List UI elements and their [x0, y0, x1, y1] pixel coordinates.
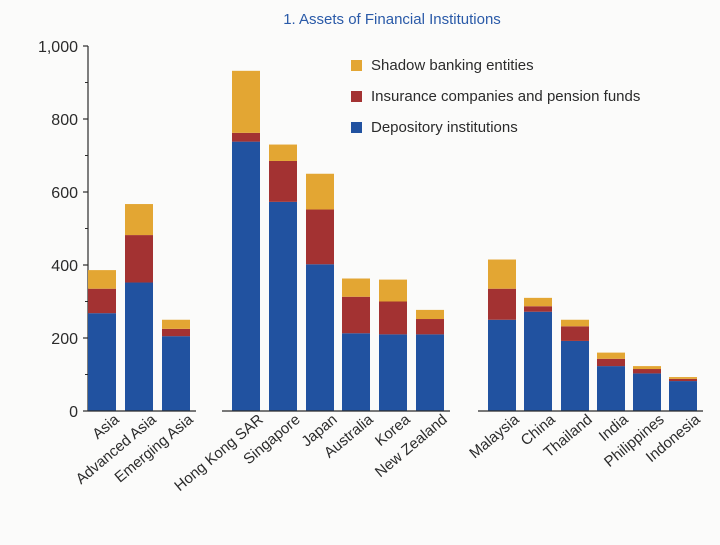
bar-segment: [669, 377, 697, 379]
x-tick-label: Malaysia: [466, 411, 523, 462]
bar-segment: [162, 336, 190, 411]
bar-segment: [269, 160, 297, 202]
bar-segment: [125, 235, 153, 283]
bar-segment: [232, 132, 260, 142]
bar-segment: [416, 319, 444, 335]
legend-label: Depository institutions: [371, 119, 518, 136]
bar-segment: [306, 264, 334, 411]
bar-segment: [561, 319, 589, 327]
bar-segment: [379, 279, 407, 302]
bar-segment: [488, 319, 516, 411]
bar-segment: [524, 297, 552, 307]
bar-segment: [342, 333, 370, 411]
bar-segment: [162, 319, 190, 329]
bar-segment: [669, 378, 697, 382]
bar-segment: [488, 259, 516, 289]
y-tick-label: 0: [69, 404, 78, 421]
y-tick-label: 400: [51, 258, 78, 275]
bar-segment: [306, 173, 334, 210]
bar-segment: [342, 278, 370, 297]
legend-label: Shadow banking entities: [371, 57, 534, 74]
bar-segment: [633, 373, 661, 411]
y-axis: 0 200 400 600 800 1,000: [38, 39, 89, 421]
legend-swatch: [351, 91, 362, 102]
bar-segment: [561, 326, 589, 341]
y-tick-label: 800: [51, 112, 78, 129]
legend-swatch: [351, 60, 362, 71]
bar-segment: [162, 328, 190, 337]
bar-segment: [597, 366, 625, 411]
legend: Shadow banking entities Insurance compani…: [351, 57, 640, 136]
bar-segment: [379, 334, 407, 411]
legend-label: Insurance companies and pension funds: [371, 88, 640, 105]
legend-swatch: [351, 122, 362, 133]
bars: [88, 70, 697, 411]
bar-segment: [416, 309, 444, 320]
bar-segment: [269, 144, 297, 161]
bar-segment: [524, 306, 552, 312]
bar-segment: [633, 366, 661, 370]
bar-segment: [125, 204, 153, 236]
y-tick-label: 200: [51, 331, 78, 348]
bar-segment: [597, 352, 625, 359]
bar-segment: [232, 141, 260, 411]
bar-segment: [597, 358, 625, 367]
bar-segment: [232, 70, 260, 133]
y-tick-label: 1,000: [38, 39, 78, 56]
bar-segment: [669, 381, 697, 411]
bar-segment: [524, 311, 552, 411]
bar-segment: [342, 296, 370, 334]
bar-segment: [88, 288, 116, 314]
y-tick-label: 600: [51, 185, 78, 202]
bar-segment: [416, 334, 444, 411]
bar-segment: [88, 313, 116, 411]
bar-segment: [306, 209, 334, 265]
bar-segment: [379, 301, 407, 335]
bar-segment: [488, 288, 516, 320]
bar-segment: [561, 340, 589, 411]
bar-segment: [88, 270, 116, 289]
bar-segment: [633, 369, 661, 374]
bar-segment: [269, 201, 297, 411]
bar-segment: [125, 282, 153, 411]
chart-title: 1. Assets of Financial Institutions: [283, 11, 501, 28]
